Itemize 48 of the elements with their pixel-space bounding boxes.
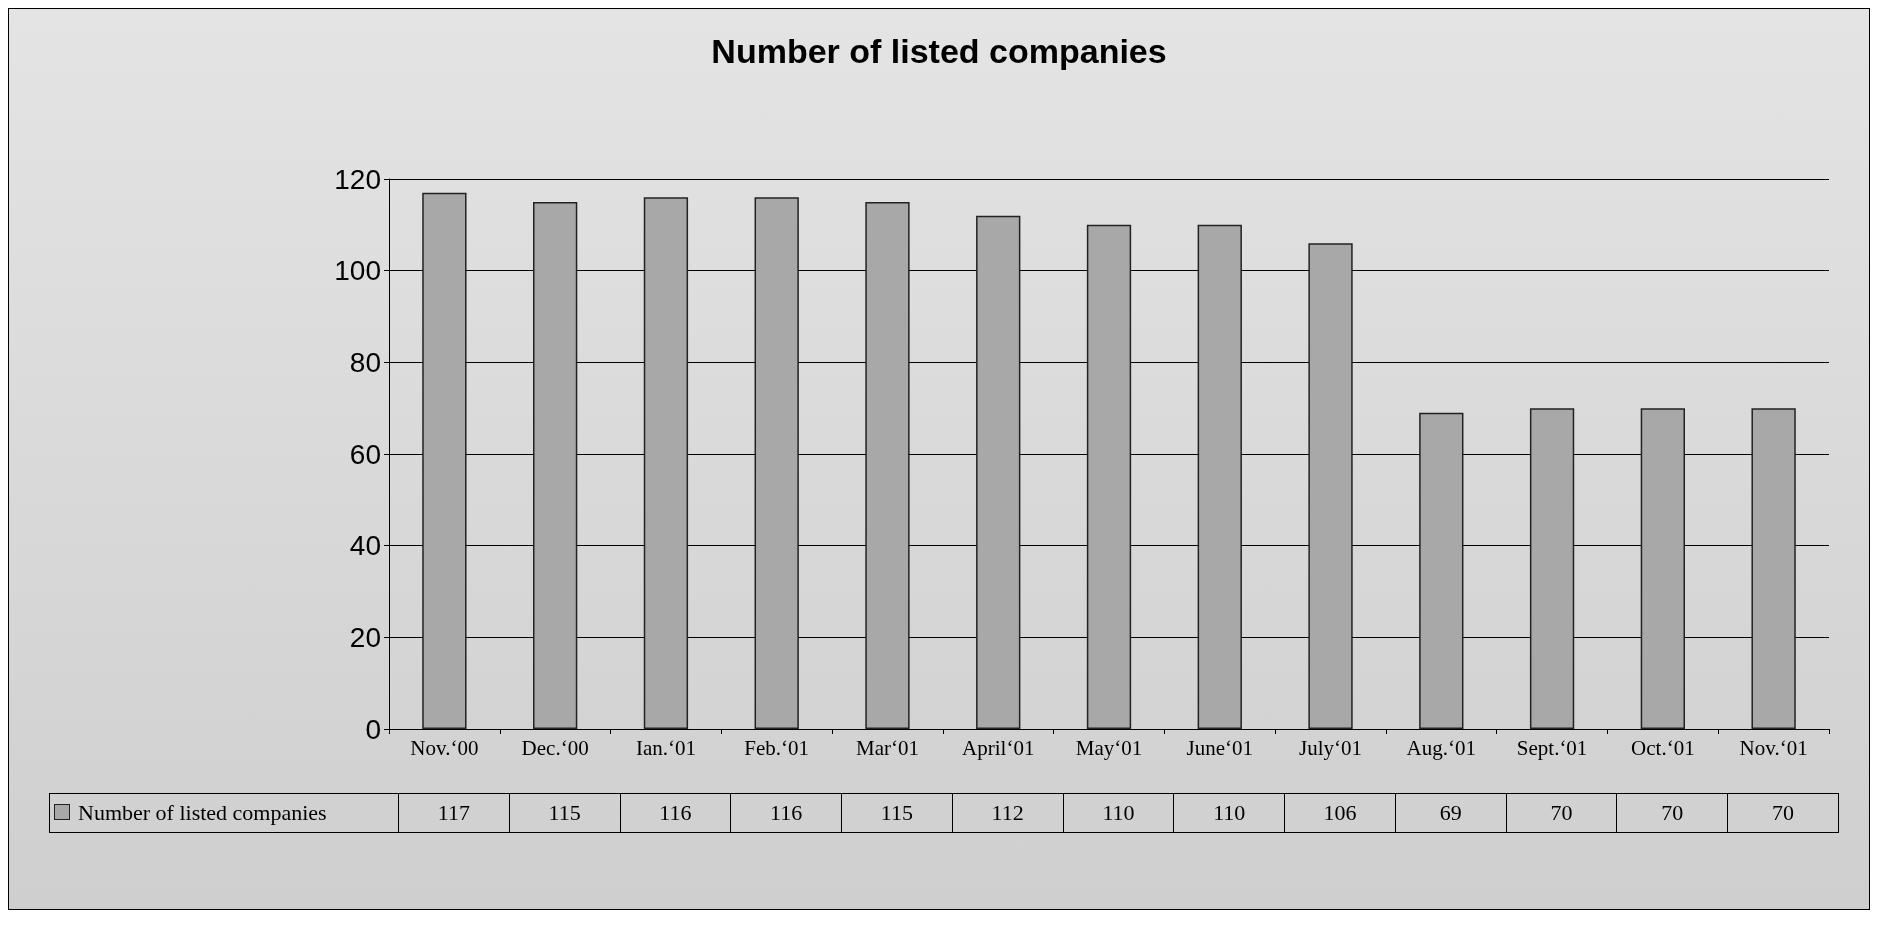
- x-tick-label: Nov.‘01: [1739, 735, 1808, 760]
- y-tick-label: 0: [365, 713, 381, 745]
- bar: [533, 201, 578, 729]
- bar: [1086, 224, 1132, 729]
- x-tick-label: Mar‘01: [855, 735, 919, 760]
- x-tick-label: Nov.‘00: [410, 735, 479, 760]
- data-label: 115: [841, 793, 953, 833]
- bar: [1751, 408, 1796, 729]
- x-tick-label: Ian.‘01: [635, 735, 696, 760]
- data-label: 117: [398, 793, 510, 833]
- bar: [1197, 224, 1242, 729]
- x-tick-label: June‘01: [1186, 735, 1254, 760]
- data-label: 115: [509, 793, 621, 833]
- x-tick-label: Aug.‘01: [1406, 735, 1477, 760]
- x-tick-label: Feb.‘01: [744, 735, 810, 760]
- bar: [1419, 412, 1464, 729]
- data-label: 69: [1395, 793, 1507, 833]
- x-tick-label: Dec.‘00: [521, 735, 589, 760]
- data-label: 116: [620, 793, 731, 833]
- bar: [1640, 408, 1685, 729]
- bar: [643, 197, 689, 729]
- data-label: 112: [952, 793, 1064, 833]
- y-tick-label: 80: [349, 346, 381, 378]
- bar: [976, 215, 1021, 729]
- bar: [1529, 408, 1575, 729]
- data-label: 70: [1727, 793, 1839, 833]
- data-label: 116: [730, 793, 842, 833]
- bar: [865, 201, 910, 729]
- legend-label: Number of listed companies: [49, 793, 399, 833]
- y-tick-label: 120: [334, 163, 381, 195]
- x-tick-label: May‘01: [1075, 735, 1143, 760]
- bar: [422, 192, 467, 729]
- bar: [754, 197, 799, 729]
- x-tick-label: Oct.‘01: [1631, 735, 1695, 760]
- x-tick-label: April‘01: [962, 735, 1035, 760]
- chart-title: Number of listed companies: [711, 32, 1167, 70]
- y-tick-label: 100: [334, 255, 381, 287]
- y-tick-label: 20: [349, 621, 381, 653]
- x-tick-label: July‘01: [1299, 735, 1363, 760]
- y-tick-label: 40: [349, 530, 381, 562]
- data-label: 110: [1173, 793, 1285, 833]
- bar: [1308, 243, 1353, 729]
- data-label: 110: [1063, 793, 1174, 833]
- y-tick-label: 60: [349, 438, 381, 470]
- data-label: 70: [1616, 793, 1728, 833]
- data-label: 70: [1506, 793, 1617, 833]
- data-label: 106: [1284, 793, 1396, 833]
- x-tick-label: Sept.‘01: [1516, 735, 1588, 760]
